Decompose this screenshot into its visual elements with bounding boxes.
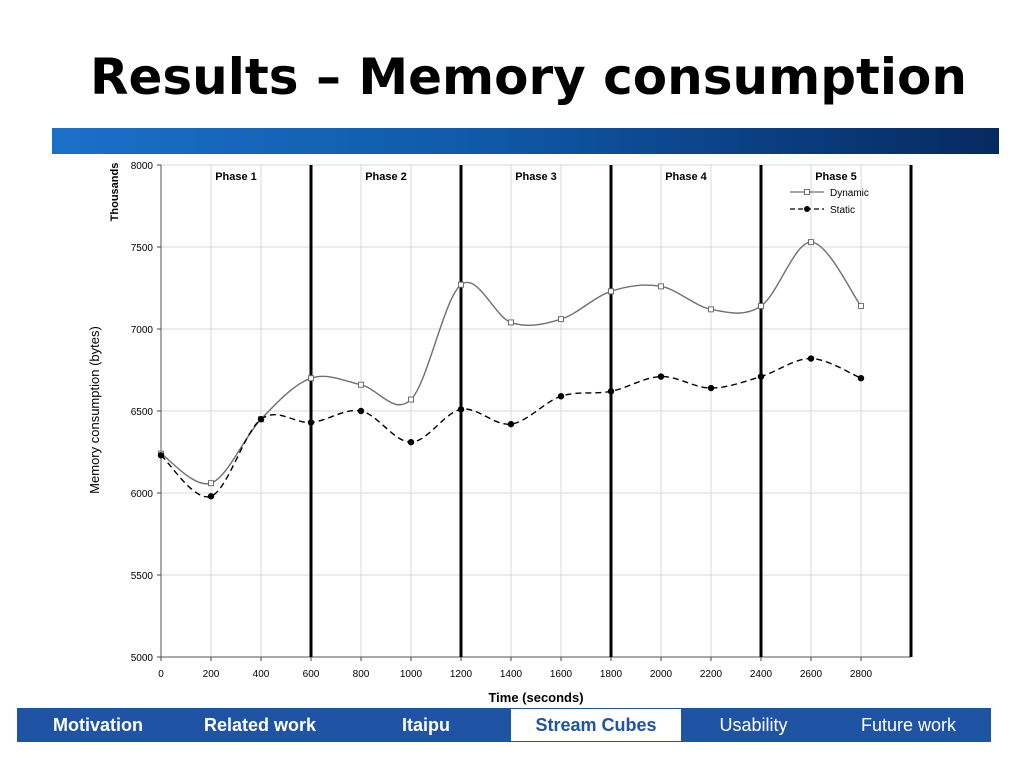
phase-label: Phase 1 [215,171,257,183]
x-tick-label: 2200 [700,669,723,680]
data-point-static [757,373,765,380]
data-point-static [157,452,165,459]
legend-label-dynamic: Dynamic [830,188,869,199]
data-point-static [407,438,415,446]
title-accent-bar [52,128,999,154]
y-tick-label: 8000 [131,161,154,172]
data-point-dynamic [358,381,364,388]
data-point-dynamic [758,303,764,310]
nav-item-related-work[interactable]: Related work [203,715,317,735]
data-point-dynamic [708,306,714,313]
y-tick-label: 7500 [131,243,154,254]
x-tick-label: 400 [253,669,270,680]
data-point-static [457,406,465,413]
nav-item-itaipu[interactable]: Itaipu [402,715,450,735]
data-point-dynamic [208,480,214,487]
x-tick-label: 200 [203,669,220,680]
x-tick-label: 1800 [600,669,623,680]
data-point-dynamic [558,316,564,323]
x-tick-label: 1600 [550,669,573,680]
data-point-static [607,388,615,395]
section-nav: Motivation Related work Itaipu Stream Cu… [17,708,991,742]
data-point-dynamic [408,396,414,403]
x-tick-label: 1400 [500,669,523,680]
x-tick-label: 1000 [400,669,423,680]
x-tick-label: 1200 [450,669,473,680]
y-tick-label: 6000 [131,489,154,500]
data-point-dynamic [608,288,614,295]
data-point-static [807,355,815,362]
data-point-static [557,393,565,400]
phase-label: Phase 5 [815,171,857,183]
data-point-dynamic [508,319,514,326]
legend-layer: Dynamic Static [790,188,869,216]
slide-title: Results – Memory consumption [90,48,967,106]
data-point-dynamic [858,303,864,310]
nav-item-usability[interactable]: Usability [719,715,788,735]
data-point-dynamic [658,283,664,290]
data-point-dynamic [808,239,814,246]
nav-item-motivation[interactable]: Motivation [53,715,143,735]
y-tick-label: 5500 [131,571,154,582]
x-tick-label: 2600 [800,669,823,680]
x-tick-label: 2000 [650,669,673,680]
data-point-dynamic [308,375,314,382]
y-tick-label: 6500 [131,407,154,418]
nav-item-future-work[interactable]: Future work [860,715,957,735]
legend-marker-static [804,206,810,212]
data-point-static [707,384,715,392]
data-point-static [207,493,215,500]
phase-label: Phase 4 [665,171,707,183]
series-layer [157,239,865,500]
y-tick-label: 5000 [131,653,154,664]
legend-marker-dynamic [804,189,810,195]
data-point-static [357,407,365,415]
x-tick-label: 600 [303,669,320,680]
axis-layer: 5000 5500 6000 6500 7000 7500 8000 0 200 400 600 80… [131,161,911,680]
series-line-dynamic [160,241,862,485]
phase-label: Phase 3 [515,171,557,183]
x-tick-label: 2800 [850,669,873,680]
data-point-static [257,416,265,423]
x-axis-label: Time (seconds) [488,690,583,705]
y-axis-label: Memory consumption (bytes) [87,326,102,494]
y-tick-label: 7000 [131,325,154,336]
x-tick-label: 0 [158,669,164,680]
x-tick-label: 2400 [750,669,773,680]
data-point-dynamic [458,281,464,288]
data-point-static [657,373,665,380]
data-point-static [507,420,515,428]
x-tick-label: 800 [353,669,370,680]
nav-item-stream-cubes[interactable]: Stream Cubes [511,709,681,741]
data-point-static [857,375,865,382]
data-point-static [307,419,315,426]
legend-label-static: Static [830,205,855,216]
phase-label: Phase 2 [365,171,407,183]
y-unit-label: Thousands [109,163,121,222]
